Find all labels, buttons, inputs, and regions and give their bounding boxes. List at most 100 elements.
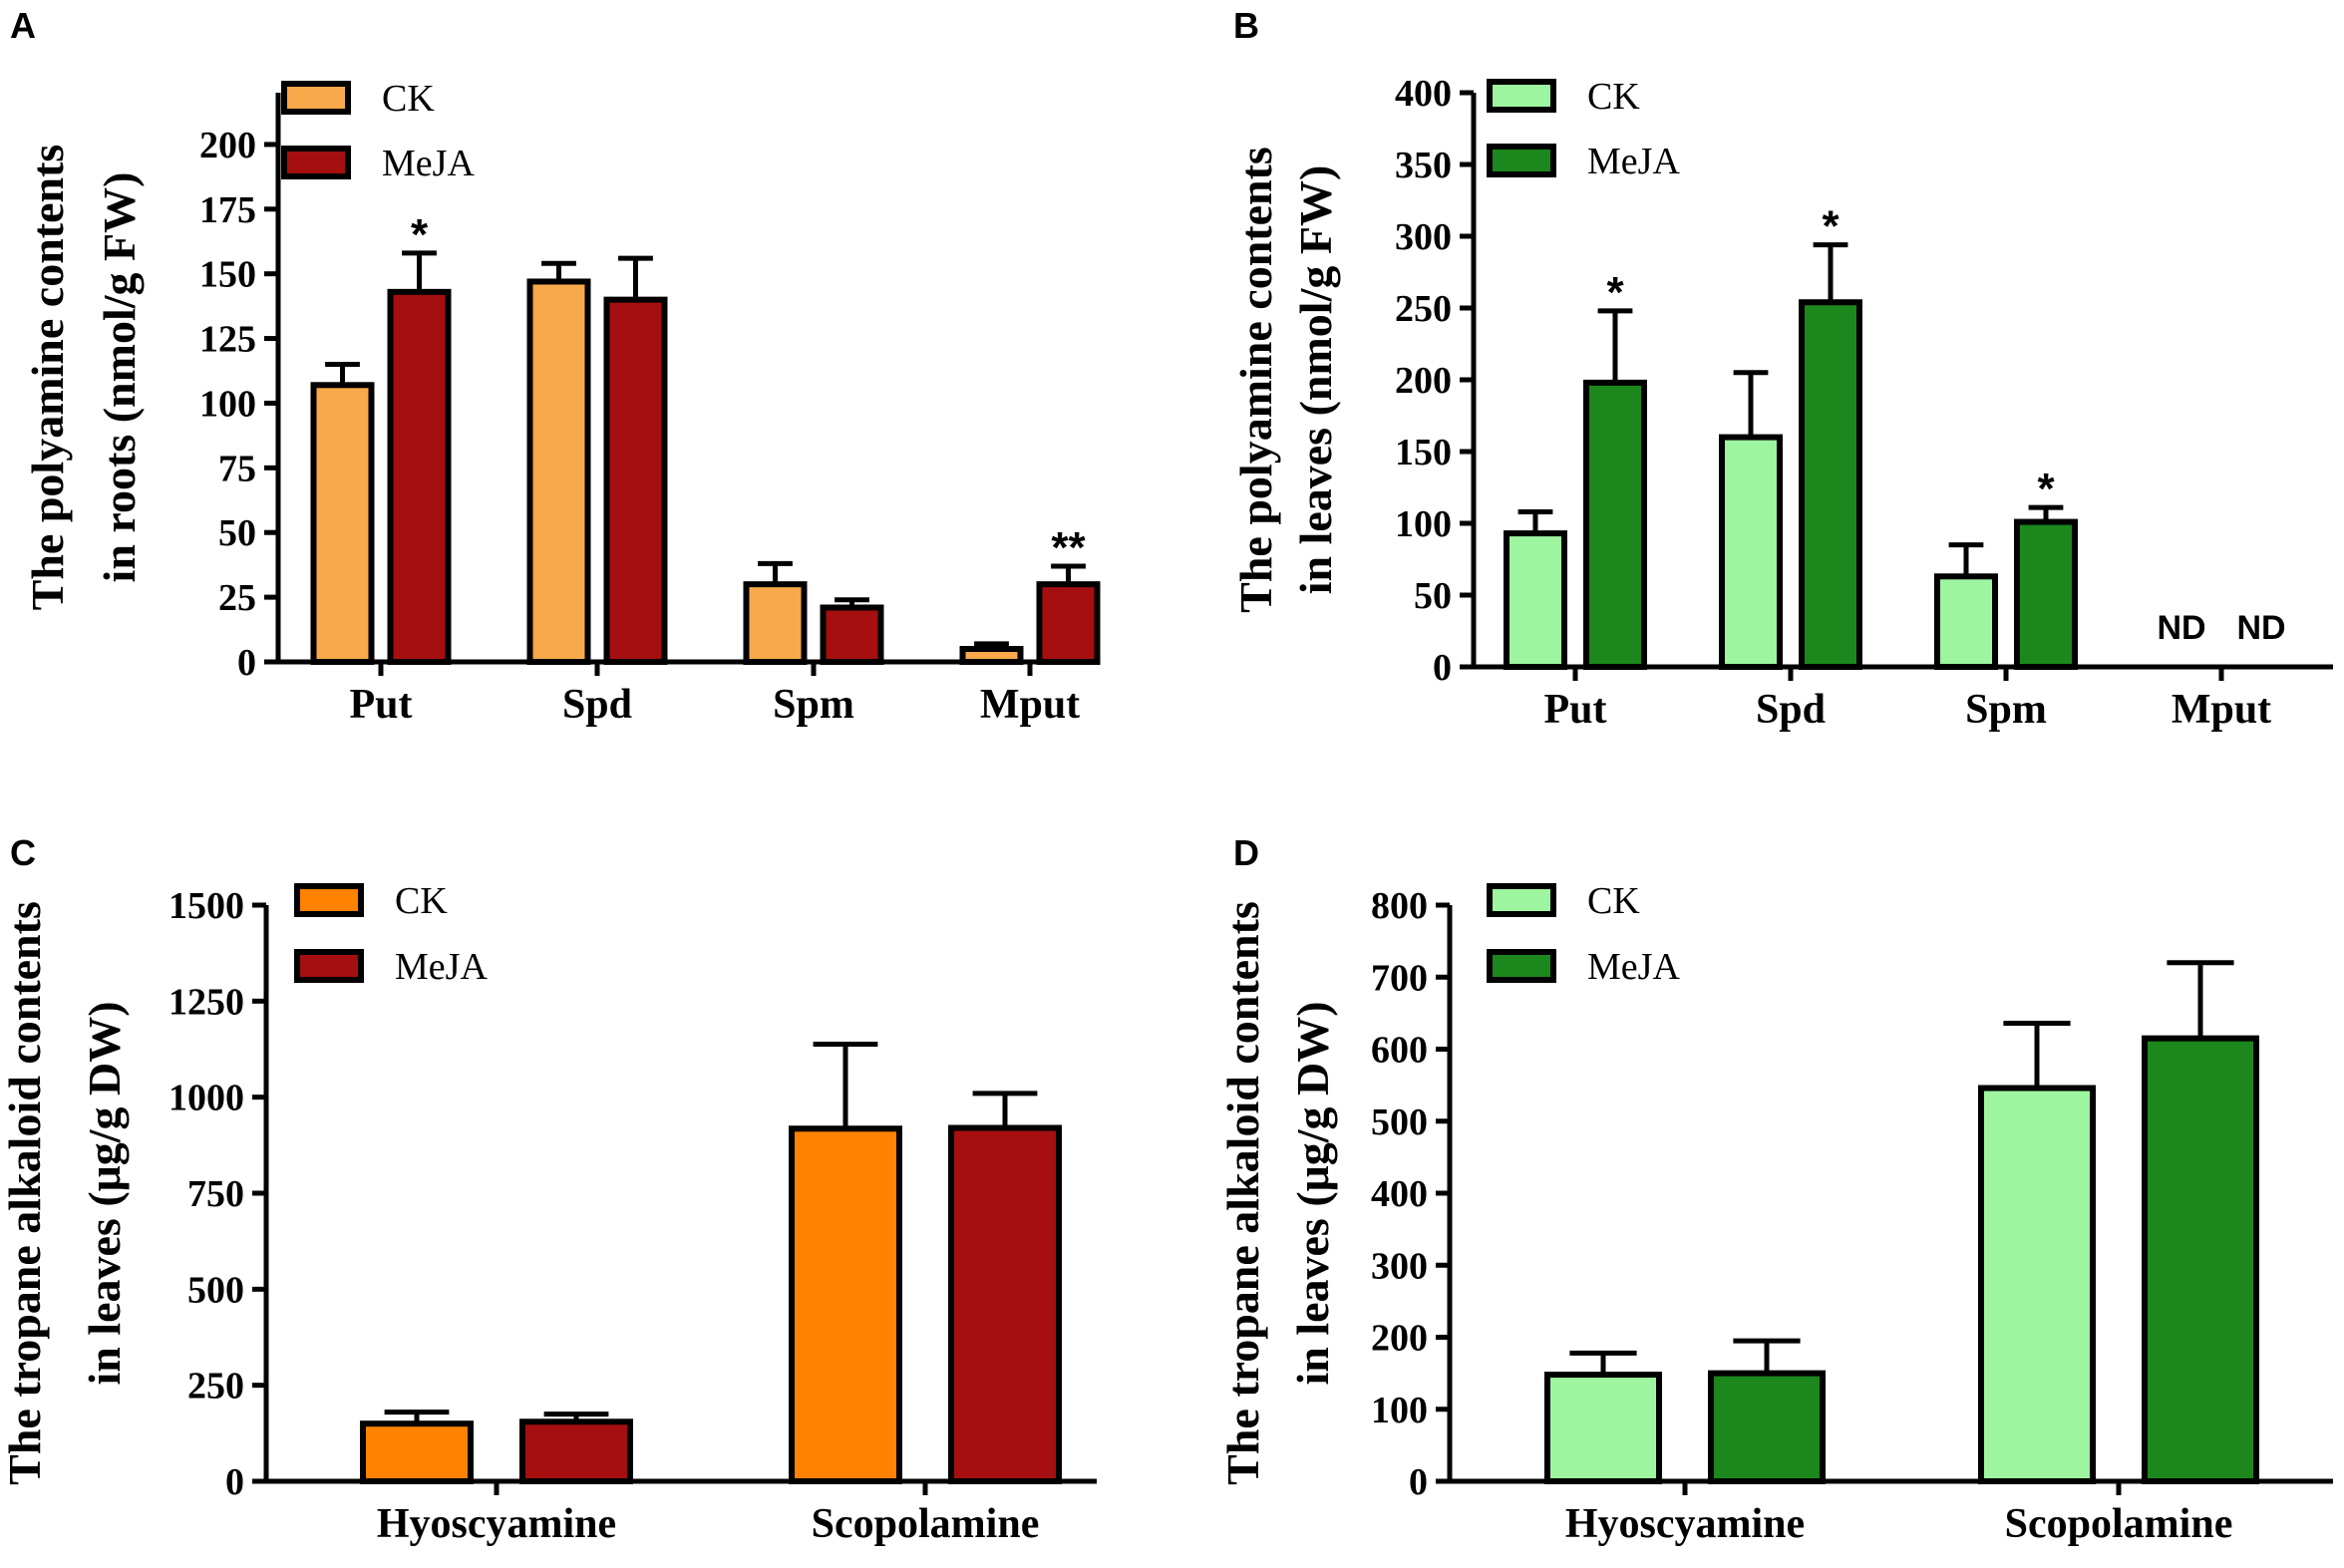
bar-ck-spd [526,278,591,665]
bar-meja-put [387,288,452,665]
bar-meja-spd [1799,299,1862,670]
legend-label-ck: CK [1587,880,1640,922]
x-tick-label: Mput [980,682,1080,728]
bar-meja-scopolamine [2142,1035,2259,1484]
y-tick-label: 250 [187,1366,244,1408]
y-tick-label: 400 [1371,1173,1428,1215]
y-tick-label: 75 [218,448,256,489]
significance-marker: ** [1051,523,1086,572]
significance-marker: * [411,210,429,259]
bar-ck-scopolamine [789,1125,902,1485]
legend-swatch-ck [294,883,364,917]
panel-label: D [1233,832,1259,873]
y-tick-label: 150 [199,254,256,296]
y-axis-label: in leaves (μg/g DW) [79,1001,130,1385]
x-tick-label: Spm [773,682,854,728]
x-tick-label: Mput [2172,687,2271,733]
y-tick-label: 350 [1395,145,1452,186]
bar-ck-put [1504,530,1567,671]
panel-label: B [1233,5,1259,46]
bar-ck-spm [743,581,808,665]
x-tick-label: Spm [1965,687,2047,733]
legend-label-ck: CK [1587,76,1640,118]
x-tick-label: Spd [1756,687,1826,733]
bar-meja-spd [603,296,668,665]
y-tick-label: 750 [187,1173,244,1215]
legend-swatch-meja [1487,144,1556,177]
x-tick-label: Put [350,682,413,728]
y-tick-label: 0 [237,642,256,684]
bar-ck-put [310,382,375,665]
bar-ck-hyoscyamine [1544,1372,1662,1484]
y-tick-label: 400 [1395,73,1452,115]
y-tick-label: 0 [1433,647,1452,689]
y-tick-label: 300 [1371,1245,1428,1287]
bar-ck-hyoscyamine [360,1420,474,1484]
y-tick-label: 200 [199,125,256,166]
significance-marker: * [1606,268,1624,317]
legend-swatch-meja [1487,949,1556,983]
y-tick-label: 100 [1371,1390,1428,1431]
y-tick-label: 50 [218,512,256,554]
x-tick-label: Hyoscyamine [377,1501,616,1547]
legend-label-meja: MeJA [382,143,475,184]
nd-label: ND [2236,609,2285,647]
y-tick-label: 25 [218,577,256,619]
bar-meja-put [1583,379,1647,670]
y-tick-label: 100 [1395,503,1452,545]
y-tick-label: 125 [199,319,256,361]
y-tick-label: 175 [199,189,256,231]
y-tick-label: 100 [199,383,256,425]
y-tick-label: 1000 [168,1078,244,1119]
legend-label-ck: CK [382,78,435,120]
panel-c: C The tropane alkaloid contents in leaves … [0,832,1097,1547]
y-axis-label: in leaves (μg/g DW) [1287,1001,1338,1385]
y-tick-label: 250 [1395,288,1452,330]
x-tick-label: Spd [562,682,632,728]
y-tick-label: 500 [187,1269,244,1311]
legend-swatch-ck [1487,883,1556,917]
legend-label-meja: MeJA [1587,946,1680,988]
panel-b: B The polyamine contents in leaves (nmol/g… [1230,5,2333,733]
legend-swatch-ck [1487,79,1556,113]
bar-meja-spm [820,604,884,666]
y-tick-label: 700 [1371,957,1428,999]
y-tick-label: 800 [1371,885,1428,927]
legend-swatch-meja [294,949,364,983]
y-tick-label: 0 [225,1461,244,1503]
legend-label-meja: MeJA [1587,141,1680,182]
y-tick-label: 1500 [168,885,244,927]
y-axis-label: The tropane alkaloid contents [1217,901,1268,1485]
y-axis-label: in roots (nmol/g FW) [94,172,145,583]
panel-d: D The tropane alkaloid contents in leaves … [1217,832,2333,1547]
y-axis-label: The tropane alkaloid contents [0,901,50,1485]
y-tick-label: 600 [1371,1030,1428,1072]
y-tick-label: 200 [1395,360,1452,402]
bar-meja-mput [1036,581,1101,665]
bar-meja-spm [2014,518,2078,670]
x-tick-label: Hyoscyamine [1565,1501,1805,1547]
y-tick-label: 50 [1414,575,1452,617]
x-tick-label: Scopolamine [2005,1501,2233,1547]
significance-marker: * [2037,465,2055,513]
significance-marker: * [1822,202,1840,251]
y-tick-label: 0 [1409,1461,1428,1503]
legend-swatch-meja [281,146,351,179]
bar-meja-hyoscyamine [519,1418,633,1484]
y-tick-label: 300 [1395,216,1452,258]
bar-meja-hyoscyamine [1708,1370,1826,1484]
y-tick-label: 1250 [168,981,244,1023]
legend-swatch-ck [281,81,351,115]
y-tick-label: 200 [1371,1318,1428,1360]
bar-ck-spm [1934,573,1998,671]
y-tick-label: 150 [1395,432,1452,473]
panel-label: A [10,5,36,46]
y-axis-label: The polyamine contents [22,145,73,611]
x-tick-label: Put [1544,687,1607,733]
y-axis-label: in leaves (nmol/g FW) [1290,165,1341,595]
bar-meja-scopolamine [948,1124,1062,1484]
bar-ck-mput [959,646,1024,665]
x-tick-label: Scopolamine [812,1501,1040,1547]
